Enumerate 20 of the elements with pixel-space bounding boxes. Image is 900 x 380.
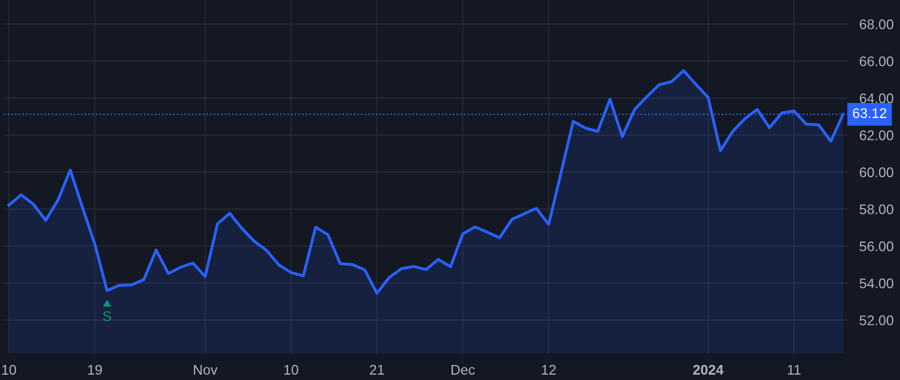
x-tick-label: 2024 (693, 364, 724, 375)
ref-line-label: 63.12 (852, 108, 886, 118)
y-tick-label: 58.00 (860, 204, 894, 214)
x-tick-label: 12 (542, 364, 556, 375)
x-tick-label: Nov (194, 365, 218, 375)
annotation: S (103, 311, 112, 322)
y-tick-label: 68.00 (860, 19, 894, 30)
y-tick-label: 62.00 (860, 130, 894, 140)
y-tick-label: 66.00 (860, 56, 894, 66)
y-tick-label: 52.00 (860, 315, 894, 326)
y-tick-label: 54.00 (860, 278, 894, 288)
x-tick-label: Dec (452, 365, 475, 375)
y-tick-label: 64.00 (860, 93, 894, 104)
x-tick-label: 11 (788, 365, 801, 375)
x-tick-label: 10 (2, 364, 16, 375)
x-tick-label: 10 (284, 364, 298, 375)
x-tick-label: 21 (370, 364, 384, 375)
y-tick-label: 56.00 (860, 241, 894, 252)
x-tick-label: 19 (88, 364, 102, 375)
y-tick-label: 60.00 (860, 167, 894, 178)
